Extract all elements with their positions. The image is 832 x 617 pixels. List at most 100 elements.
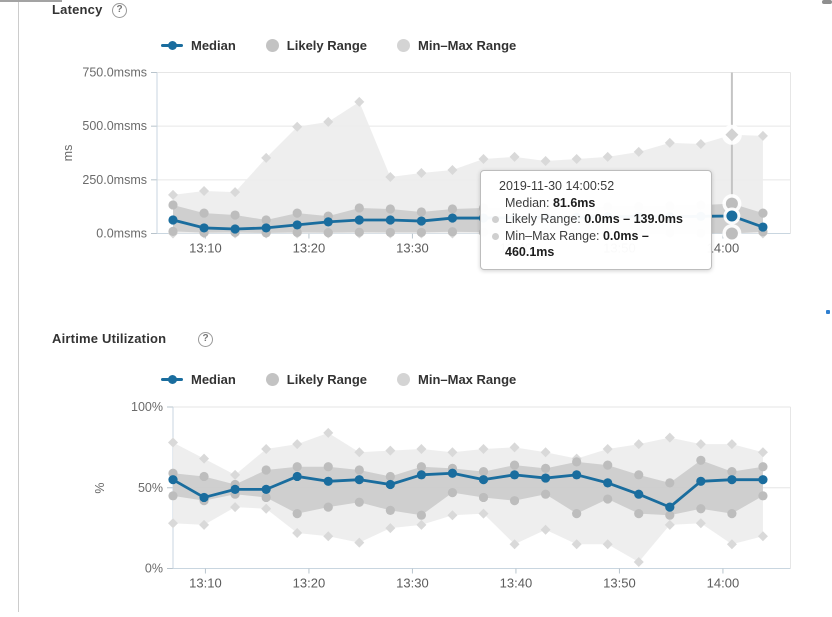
selected-likely-marker	[725, 197, 738, 210]
median-marker-icon	[323, 217, 333, 227]
minmax-marker-icon	[354, 447, 365, 458]
minmax-marker-icon	[292, 439, 303, 450]
likely-marker-icon	[665, 478, 675, 488]
minmax-marker-icon	[509, 442, 520, 453]
tooltip-minmax-row: Min–Max Range: 0.0ms – 460.1ms	[491, 228, 701, 261]
likely-marker-icon	[199, 208, 209, 218]
median-marker-icon	[665, 502, 675, 512]
likely-marker-icon	[696, 504, 706, 514]
airtime-help-icon[interactable]: ?	[198, 332, 213, 347]
likely-range-marker-icon	[265, 373, 279, 386]
minmax-marker-icon	[168, 189, 178, 200]
minmax-marker-icon	[726, 539, 737, 550]
likely-marker-icon	[447, 204, 458, 214]
minmax-marker-icon	[540, 524, 551, 535]
legend-label: Min–Max Range	[418, 38, 517, 53]
tooltip-minmax-value: 0.0ms – 460.1ms	[505, 228, 649, 260]
minmax-marker-icon	[695, 138, 706, 149]
minmax-marker-icon	[199, 453, 210, 464]
median-marker-icon	[323, 476, 333, 486]
latency-legend: Median Likely Range Min–Max Range	[161, 38, 516, 53]
likely-marker-icon	[541, 489, 551, 499]
chart-tooltip: 2019-11-30 14:00:52 Median: 81.6ms Likel…	[480, 170, 712, 270]
legend-item-likely-range[interactable]: Likely Range	[265, 372, 367, 387]
median-marker-icon	[385, 479, 395, 490]
legend-item-minmax-range[interactable]: Min–Max Range	[397, 38, 516, 53]
minmax-marker-icon	[323, 116, 334, 127]
minmax-range-marker-icon	[397, 373, 410, 386]
blue-dot-artifact	[826, 310, 830, 314]
likely-marker-icon	[385, 505, 395, 515]
legend-item-likely-range[interactable]: Likely Range	[265, 38, 367, 53]
minmax-marker-icon	[664, 519, 675, 530]
median-marker-icon	[168, 215, 178, 225]
minmax-marker-icon	[509, 151, 520, 162]
tooltip-median-value: 81.6ms	[552, 195, 596, 210]
minmax-marker-icon	[478, 508, 489, 519]
median-marker-icon	[261, 484, 271, 494]
scrollbar-fragment[interactable]	[822, 0, 832, 4]
likely-range-marker-icon	[265, 39, 279, 52]
minmax-marker-icon	[416, 167, 427, 178]
tooltip-minmax-label: Min–Max Range:	[505, 228, 600, 243]
likely-marker-icon	[354, 497, 364, 507]
minmax-marker-icon	[230, 187, 241, 198]
minmax-marker-icon	[664, 137, 675, 148]
x-tick-label: 14:00	[707, 576, 740, 591]
likely-marker-icon	[261, 465, 271, 475]
latency-help-icon[interactable]: ?	[112, 3, 127, 18]
likely-marker-icon	[603, 494, 613, 504]
likely-marker-icon	[168, 226, 178, 236]
minmax-marker-icon	[757, 130, 768, 141]
likely-marker-icon	[292, 208, 302, 218]
y-axis-unit-label: %	[93, 482, 107, 493]
median-line-marker-icon	[161, 41, 183, 50]
minmax-marker-icon	[261, 503, 272, 514]
y-axis-unit-label: ms	[61, 145, 75, 162]
legend-item-median[interactable]: Median	[161, 38, 236, 53]
median-marker-icon	[385, 215, 395, 225]
likely-marker-icon	[509, 460, 520, 470]
legend-label: Likely Range	[286, 372, 367, 387]
median-marker-icon	[199, 492, 209, 503]
likely-marker-icon	[323, 502, 333, 512]
median-marker-icon	[603, 478, 613, 488]
tooltip-timestamp: 2019-11-30 14:00:52	[499, 179, 615, 193]
likely-marker-icon	[354, 465, 364, 475]
airtime-plot[interactable]: 0% 50% 100% 13:10 13:20 13:30 13:40 13:50 14:00%	[93, 400, 791, 591]
legend-item-median[interactable]: Median	[161, 372, 236, 387]
median-marker-icon	[541, 473, 551, 483]
likely-marker-icon	[416, 227, 426, 238]
legend-label: Likely Range	[286, 38, 367, 53]
likely-marker-icon	[292, 508, 302, 519]
x-tick-label: 13:30	[396, 576, 429, 591]
legend-item-minmax-range[interactable]: Min–Max Range	[397, 372, 516, 387]
minmax-marker-icon	[602, 539, 613, 550]
minmax-marker-icon	[261, 152, 272, 163]
plot-hover-area[interactable]	[173, 407, 791, 569]
airtime-legend: Median Likely Range Min–Max Range	[161, 372, 516, 387]
selected-median-marker	[726, 210, 738, 222]
y-tick-label: 750.0msms	[82, 66, 147, 80]
legend-label: Median	[191, 372, 236, 387]
likely-marker-icon	[478, 467, 489, 477]
y-tick-label: 500.0msms	[82, 119, 147, 133]
minmax-marker-icon	[540, 447, 551, 458]
minmax-marker-icon	[385, 172, 396, 183]
legend-label: Min–Max Range	[418, 372, 517, 387]
minmax-marker-icon	[292, 121, 303, 132]
tooltip-likely-row: Likely Range: 0.0ms – 139.0ms	[491, 211, 701, 228]
x-tick-label: 13:20	[293, 576, 326, 591]
likely-marker-icon	[261, 215, 271, 225]
likely-marker-icon	[509, 496, 520, 506]
median-marker-icon	[168, 475, 178, 485]
likely-marker-icon	[168, 491, 178, 501]
x-tick-label: 13:20	[293, 241, 326, 256]
likely-marker-icon	[447, 227, 458, 237]
minmax-marker-icon	[199, 185, 210, 196]
minmax-marker-icon	[509, 539, 520, 550]
minmax-marker-icon	[261, 443, 272, 454]
minmax-marker-icon	[416, 519, 427, 530]
legend-label: Median	[191, 38, 236, 53]
